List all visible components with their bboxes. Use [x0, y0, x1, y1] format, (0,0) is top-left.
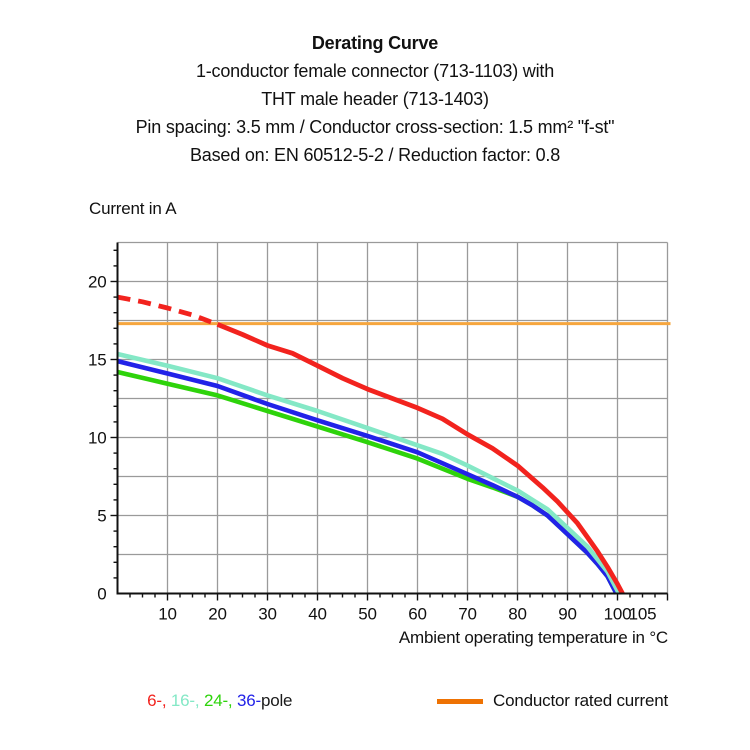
legend-pole-item: 24-, [203, 691, 237, 710]
x-tick-label: 60 [408, 605, 427, 624]
x-tick-label: 90 [558, 605, 577, 624]
x-tick-label: 40 [308, 605, 327, 624]
x-tick-label: 20 [208, 605, 227, 624]
y-tick-label: 10 [88, 429, 107, 448]
legend-pole-item: 16-, [170, 691, 204, 710]
subtitle-line: Pin spacing: 3.5 mm / Conductor cross-se… [135, 117, 615, 137]
y-tick-label: 20 [88, 273, 107, 292]
x-tick-label: 105 [629, 605, 657, 624]
subtitle-line: THT male header (713-1403) [261, 89, 489, 109]
subtitle-line: 1-conductor female connector (713-1103) … [195, 61, 555, 81]
legend-pole-item: 36- [236, 691, 261, 710]
x-tick-label: 10 [158, 605, 177, 624]
pole-legend: 6-, 16-, 24-, 36-pole [120, 671, 292, 731]
x-axis-title: Ambient operating temperature in °C [398, 628, 668, 647]
x-tick-label: 50 [358, 605, 377, 624]
x-tick-label: 70 [458, 605, 477, 624]
rated-current-swatch [437, 698, 484, 704]
legend-row: 6-, 16-, 24-, 36-pole Conductor rated cu… [120, 688, 668, 714]
y-tick-label: 0 [97, 585, 106, 604]
chart-title: Derating Curve [311, 33, 439, 53]
chart-header: Derating Curve 1-conductor female connec… [0, 29, 750, 169]
y-tick-label: 15 [88, 351, 107, 370]
rated-current-legend: Conductor rated current [437, 691, 668, 711]
y-tick-label: 5 [97, 507, 106, 526]
x-tick-label: 80 [508, 605, 527, 624]
x-tick-label: 100 [604, 605, 632, 624]
x-tick-label: 30 [258, 605, 277, 624]
y-axis-title: Current in A [89, 199, 177, 218]
legend-pole-item: 6-, [147, 691, 171, 710]
subtitle-line: Based on: EN 60512-5-2 / Reduction facto… [189, 145, 561, 165]
legend-pole-item: pole [260, 691, 293, 710]
rated-current-label: Conductor rated current [493, 691, 668, 710]
